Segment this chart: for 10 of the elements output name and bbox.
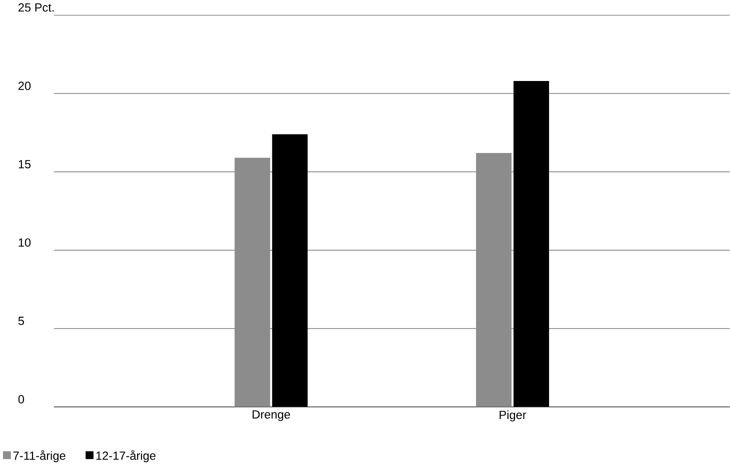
legend-label: 12-17-årige (96, 450, 156, 462)
x-tick-label: Drenge (252, 410, 290, 421)
y-tick-label: 25 Pct. (18, 3, 54, 12)
y-tick-label: 0 (18, 394, 24, 404)
y-tick-label: 15 (18, 160, 31, 168)
x-tick-label: Piger (500, 410, 526, 422)
y-tick-label: 5 (18, 316, 24, 325)
y-tick-label: 20 (18, 82, 31, 90)
legend-label: 7-11-årige (13, 450, 66, 462)
y-tick-label: 10 (18, 238, 31, 247)
